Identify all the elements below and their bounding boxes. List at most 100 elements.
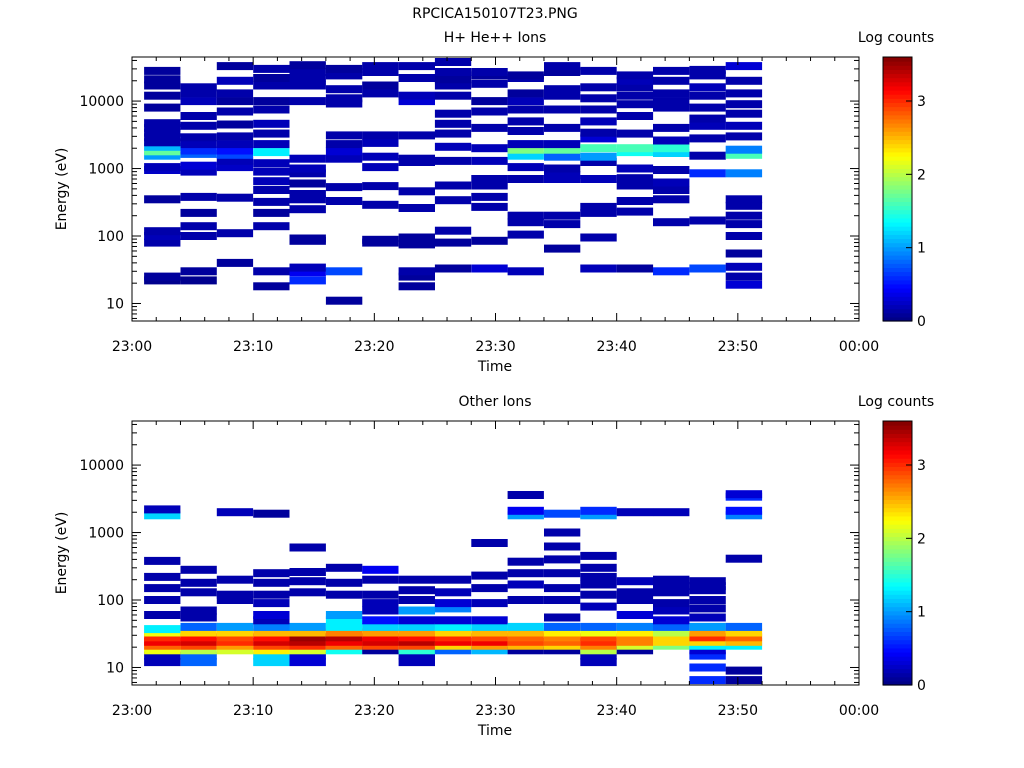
heatmap-cell	[180, 606, 217, 615]
heatmap-cell	[471, 175, 508, 183]
colorbar-step	[883, 441, 912, 447]
heatmap-cell	[180, 161, 217, 170]
heatmap-cell	[507, 622, 544, 631]
heatmap-cell	[616, 100, 654, 109]
heatmap-cell	[653, 186, 690, 194]
colorbar-step	[883, 577, 912, 583]
heatmap-cell	[325, 622, 363, 631]
heatmap-cell	[180, 267, 217, 276]
heatmap-cell	[362, 606, 399, 615]
colorbar-step	[883, 184, 912, 190]
heatmap-cell	[616, 197, 654, 205]
heatmap-cell	[362, 616, 399, 625]
heatmap-cell	[725, 628, 763, 637]
heatmap-cell	[180, 192, 217, 201]
heatmap-cell	[180, 121, 217, 130]
colorbar-step	[883, 197, 912, 202]
heatmap-cell	[580, 628, 617, 637]
heatmap-cell	[653, 166, 690, 174]
heatmap-cell	[144, 596, 181, 604]
colorbar-step	[883, 304, 912, 310]
heatmap-cell	[507, 145, 544, 154]
heatmap-cell	[144, 651, 181, 660]
heatmap-cell	[180, 232, 217, 240]
y-tick-label: 1000	[88, 162, 124, 178]
heatmap-cell	[689, 83, 726, 92]
colorbar-step	[883, 581, 912, 587]
heatmap-cell	[398, 154, 435, 163]
heatmap-cell	[725, 100, 763, 109]
heatmap-cell	[289, 179, 326, 188]
heatmap-cell	[253, 74, 290, 82]
heatmap-cell	[689, 633, 726, 642]
heatmap-cell	[289, 68, 326, 76]
heatmap-cell	[180, 578, 217, 587]
heatmap-cell	[689, 637, 726, 646]
heatmap-cell	[471, 264, 508, 273]
colorbar-step	[883, 242, 912, 248]
heatmap-cell	[253, 105, 290, 114]
heatmap-cell	[144, 142, 181, 151]
colorbar-step	[883, 437, 912, 443]
heatmap-cell	[289, 276, 326, 285]
x-tick-label: 23:10	[233, 703, 273, 719]
heatmap-cell	[253, 267, 290, 276]
heatmap-cell	[544, 105, 581, 114]
heatmap-cell	[180, 633, 217, 642]
heatmap-cell	[434, 264, 472, 273]
heatmap-cell	[653, 582, 690, 591]
x-tick-label: 23:50	[718, 703, 758, 719]
heatmap-cell	[180, 637, 217, 646]
heatmap-cell	[580, 105, 617, 114]
heatmap-cell	[689, 264, 726, 273]
colorbar-step	[883, 627, 912, 632]
panel-title: H+ He++ Ions	[444, 30, 547, 46]
heatmap-cell	[580, 637, 617, 646]
heatmap-cell	[253, 509, 290, 518]
heatmap-cell	[580, 511, 617, 520]
heatmap-cell	[616, 174, 654, 183]
heatmap-cell	[253, 633, 290, 642]
heatmap-cell	[144, 123, 181, 132]
heatmap-cell	[689, 622, 726, 631]
heatmap-cell	[362, 81, 399, 90]
heatmap-cell	[544, 569, 581, 578]
colorbar-step	[883, 205, 912, 211]
heatmap-cell	[434, 238, 472, 247]
heatmap-cell	[616, 508, 654, 517]
heatmap-cell	[689, 121, 726, 130]
x-axis-label: Time	[477, 359, 512, 375]
heatmap-cell	[144, 147, 181, 156]
heatmap-cell	[653, 76, 690, 85]
heatmap-cell	[289, 588, 326, 597]
heatmap-cell	[725, 211, 763, 220]
heatmap-cell	[362, 235, 399, 244]
heatmap-cell	[689, 71, 726, 80]
colorbar-step	[883, 296, 912, 301]
heatmap-cell	[653, 633, 690, 642]
heatmap-cell	[289, 658, 326, 667]
heatmap-cell	[725, 262, 763, 271]
heatmap-cell	[725, 511, 763, 520]
colorbar-step	[883, 590, 912, 595]
heatmap-cell	[544, 628, 581, 637]
heatmap-cell	[471, 616, 508, 625]
colorbar-step	[883, 458, 912, 463]
heatmap-cell	[216, 140, 254, 149]
heatmap-cell	[289, 195, 326, 204]
heatmap-cell	[653, 89, 690, 98]
colorbar-step	[883, 499, 912, 505]
heatmap-cell	[325, 637, 363, 646]
heatmap-cell	[253, 569, 290, 578]
heatmap-cell	[434, 616, 472, 625]
heatmap-cell	[289, 543, 326, 552]
heatmap-cell	[471, 123, 508, 132]
colorbar-step	[883, 573, 912, 579]
heatmap-cell	[689, 134, 726, 143]
colorbar-step	[883, 540, 912, 546]
heatmap-cell	[507, 105, 544, 114]
heatmap-cell	[507, 633, 544, 642]
colorbar-step	[883, 164, 912, 169]
colorbar-step	[883, 147, 912, 153]
heatmap-cell	[507, 511, 544, 520]
